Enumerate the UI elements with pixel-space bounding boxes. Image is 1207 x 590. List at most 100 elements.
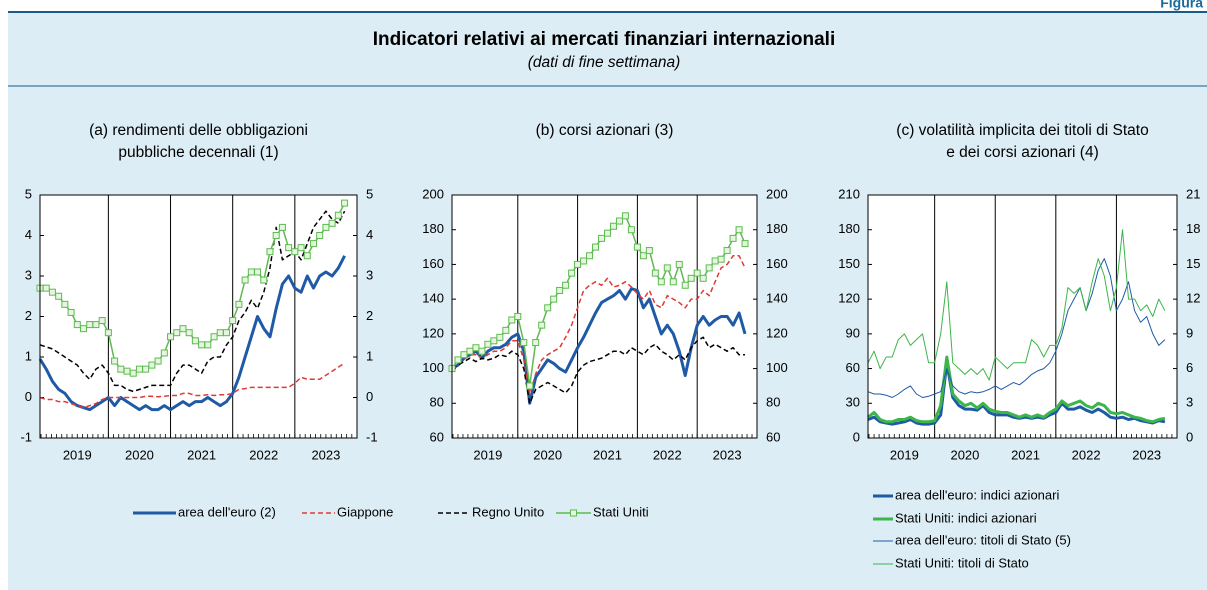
series-marker — [316, 232, 324, 239]
series-marker — [328, 219, 336, 227]
y-tick-label: -1 — [20, 429, 32, 444]
y2-tick-label: 3 — [1186, 395, 1193, 410]
series-marker — [167, 333, 175, 341]
y-tick-label: 60 — [846, 360, 860, 375]
series-marker — [160, 349, 168, 357]
series-marker — [241, 276, 249, 284]
panel-title: (c) volatilità implicita dei titoli di S… — [896, 122, 1148, 139]
series-marker — [598, 234, 606, 242]
y-tick-label: 3 — [25, 267, 32, 282]
legend-label: area dell'euro (2) — [178, 504, 276, 519]
series-marker — [615, 217, 623, 225]
series-marker — [454, 356, 462, 364]
panel-title: (b) corsi azionari (3) — [536, 122, 674, 139]
series-marker — [586, 252, 594, 260]
y2-tick-label: 0 — [366, 389, 373, 404]
series-marker — [229, 317, 237, 325]
panel-title: (a) rendimenti delle obbligazioni — [89, 122, 308, 139]
series-marker — [55, 292, 63, 300]
series-marker — [247, 268, 255, 276]
series-marker — [556, 286, 564, 294]
series-marker — [179, 325, 187, 333]
series-marker — [466, 347, 474, 355]
legend-label: Stati Uniti — [593, 504, 649, 519]
series-marker — [154, 357, 162, 365]
series-marker — [285, 244, 293, 252]
plot-frame — [867, 194, 1178, 439]
series-marker — [185, 329, 193, 337]
series-marker — [142, 365, 150, 373]
series-marker — [266, 248, 274, 256]
y2-tick-label: 200 — [766, 186, 788, 201]
y-tick-label: 120 — [422, 325, 444, 340]
series-marker — [508, 316, 516, 324]
plot-frame — [39, 194, 358, 439]
series-marker — [104, 329, 112, 337]
series-marker — [48, 288, 56, 296]
series-marker — [532, 339, 540, 347]
legend-label: Regno Unito — [472, 504, 544, 519]
y2-tick-label: 3 — [366, 267, 373, 282]
series-marker — [129, 369, 137, 377]
series-marker — [592, 243, 600, 251]
legend-marker — [570, 509, 577, 517]
series-marker — [472, 344, 480, 352]
series-marker — [717, 255, 725, 263]
series-marker — [235, 300, 243, 308]
y2-tick-label: 120 — [766, 325, 788, 340]
series-marker — [260, 276, 268, 284]
series-marker — [291, 248, 299, 256]
figure-subtitle: (dati di fine settimana) — [528, 54, 681, 71]
series-marker — [502, 326, 510, 334]
x-tick-label: 2023 — [713, 447, 742, 462]
y-tick-label: 60 — [430, 429, 444, 444]
y2-tick-label: 160 — [766, 256, 788, 271]
y2-tick-label: 180 — [766, 221, 788, 236]
series-marker — [341, 199, 349, 207]
y-tick-label: 0 — [25, 389, 32, 404]
series-marker — [741, 240, 749, 248]
y-tick-label: 180 — [838, 221, 860, 236]
figure-title: Indicatori relativi ai mercati finanziar… — [373, 29, 835, 50]
series-marker — [278, 223, 286, 231]
series-marker — [117, 365, 125, 373]
plot-frame — [451, 194, 758, 439]
y2-tick-label: 80 — [766, 395, 780, 410]
y2-tick-label: 6 — [1186, 360, 1193, 375]
series-marker — [80, 325, 88, 333]
series-marker — [496, 333, 504, 341]
x-tick-label: 2021 — [187, 447, 216, 462]
plot-area — [868, 195, 1177, 438]
series-marker — [61, 300, 69, 308]
x-tick-label: 2022 — [653, 447, 682, 462]
series-marker — [669, 278, 677, 286]
series-marker — [303, 252, 311, 260]
series-marker — [73, 321, 81, 329]
series-marker — [216, 329, 224, 337]
y-tick-label: 4 — [25, 227, 32, 242]
series-marker — [651, 269, 659, 277]
series-marker — [272, 232, 280, 239]
series-marker — [173, 329, 181, 337]
series-marker — [460, 351, 468, 359]
series-marker — [633, 243, 641, 251]
series-marker — [550, 295, 558, 303]
y2-tick-label: 100 — [766, 360, 788, 375]
series-marker — [627, 226, 635, 234]
x-tick-label: 2019 — [890, 447, 919, 462]
series-marker — [123, 367, 131, 375]
plot-area — [40, 195, 357, 438]
legend-label: Giappone — [337, 504, 393, 519]
series-marker — [562, 281, 570, 289]
series-marker — [574, 260, 582, 268]
series-marker — [657, 278, 665, 286]
series-marker — [621, 212, 629, 220]
series-marker — [699, 274, 707, 282]
series-marker — [297, 244, 305, 252]
y2-tick-label: 60 — [766, 429, 780, 444]
series-marker — [210, 333, 218, 341]
y2-tick-label: 12 — [1186, 291, 1200, 306]
y-tick-label: 2 — [25, 308, 32, 323]
series-marker — [86, 321, 94, 329]
y2-tick-label: 5 — [366, 186, 373, 201]
